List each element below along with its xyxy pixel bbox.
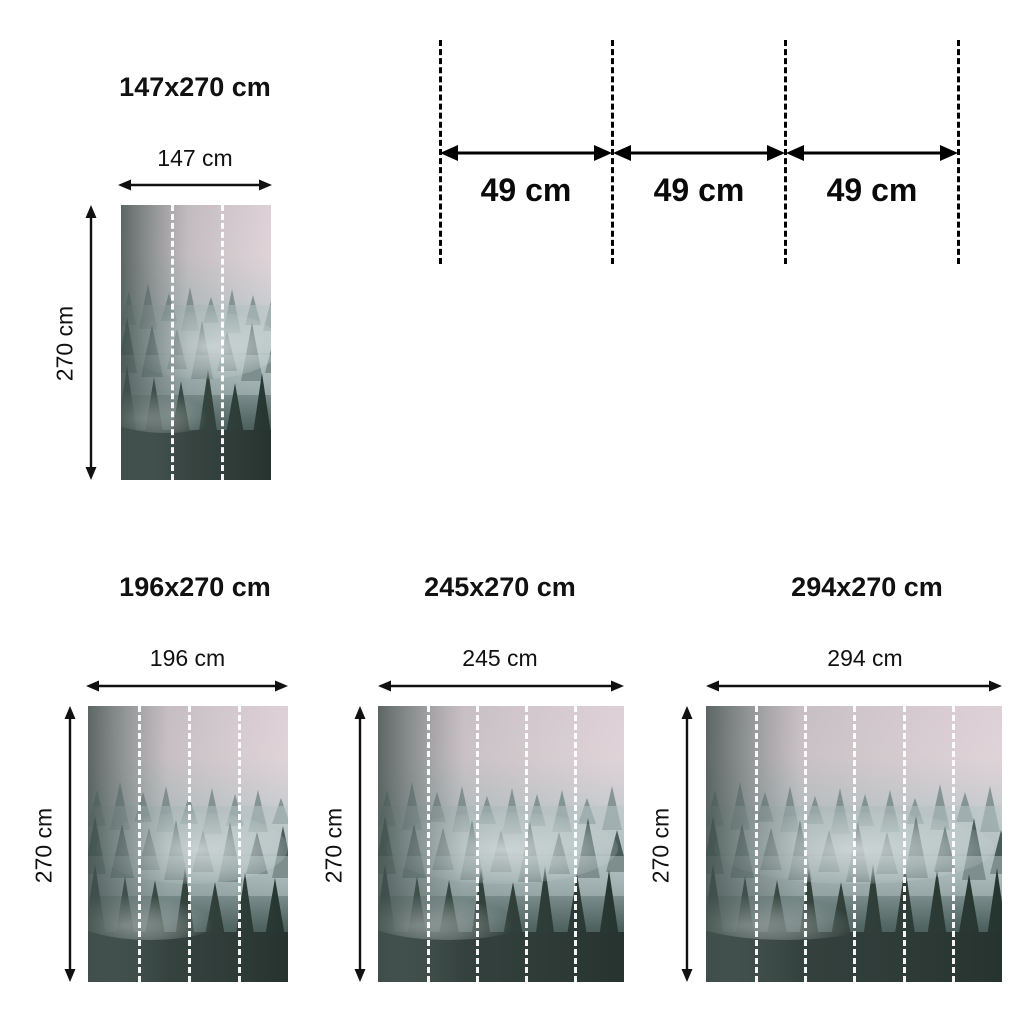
variant-title-147x270: 147x270 cm — [119, 72, 271, 102]
panel-width-diagram: 49 cm 49 cm 49 cm — [430, 40, 970, 270]
width-arrow-294 — [706, 679, 1002, 693]
panel-seam — [574, 706, 577, 982]
panel-seam — [221, 205, 224, 480]
height-arrow-196 — [63, 706, 77, 982]
height-label-245-270: 270 cm — [320, 807, 347, 884]
height-arrow-147 — [84, 205, 98, 480]
wallpaper-preview-147x270 — [121, 205, 271, 480]
panel-seam — [427, 706, 430, 982]
guide-line — [784, 40, 787, 264]
segment-arrow-1 — [440, 144, 612, 167]
panel-seam — [138, 706, 141, 982]
height-arrow-294 — [680, 706, 694, 982]
width-label-147: 147 cm — [157, 145, 233, 171]
width-arrow-147 — [118, 178, 272, 192]
wallpaper-preview-294x270 — [706, 706, 1002, 982]
wallpaper-preview-245x270 — [378, 706, 624, 982]
width-label-245: 245 cm — [462, 645, 538, 671]
width-arrow-196 — [86, 679, 288, 693]
forest-photo — [378, 706, 624, 982]
panel-seam — [188, 706, 191, 982]
width-arrow-245 — [378, 679, 624, 693]
height-label-294-270: 270 cm — [647, 807, 674, 884]
height-arrow-245 — [353, 706, 367, 982]
panel-seam — [952, 706, 955, 982]
variant-title-245x270: 245x270 cm — [424, 572, 576, 602]
guide-line — [439, 40, 442, 264]
segment-label-3: 49 cm — [826, 172, 918, 208]
panel-seam — [476, 706, 479, 982]
width-label-196: 196 cm — [149, 645, 226, 671]
panel-seam — [804, 706, 807, 982]
height-label-147-270: 270 cm — [51, 305, 78, 382]
panel-seam — [903, 706, 906, 982]
segment-label-2: 49 cm — [653, 172, 745, 208]
forest-photo — [121, 205, 271, 480]
panel-seam — [525, 706, 528, 982]
variant-title-196x270: 196x270 cm — [119, 572, 271, 602]
panel-seam — [755, 706, 758, 982]
segment-arrow-3 — [786, 144, 958, 167]
segment-label-1: 49 cm — [480, 172, 572, 208]
guide-line — [957, 40, 960, 264]
wallpaper-preview-196x270 — [88, 706, 288, 982]
width-label-294: 294 cm — [827, 645, 903, 671]
panel-seam — [171, 205, 174, 480]
panel-seam — [238, 706, 241, 982]
segment-arrow-2 — [613, 144, 785, 167]
panel-seam — [853, 706, 856, 982]
height-label-196-270: 270 cm — [30, 807, 57, 884]
variant-title-294x270: 294x270 cm — [791, 572, 943, 602]
guide-line — [611, 40, 614, 264]
